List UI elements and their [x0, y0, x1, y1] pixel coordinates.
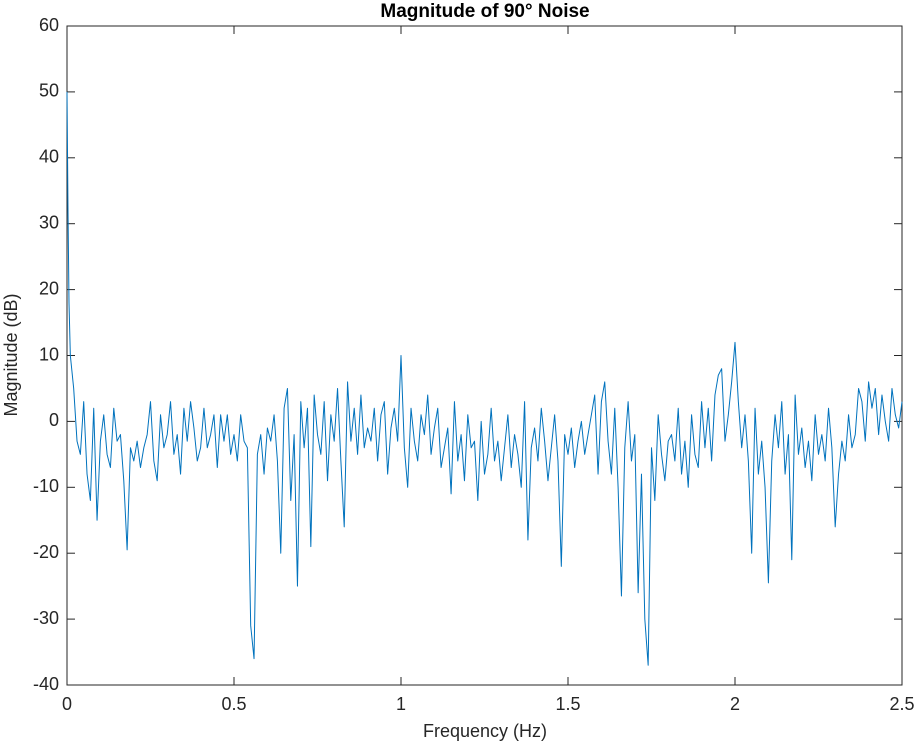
- y-tick-label: 20: [39, 278, 59, 298]
- x-tick-label: 0.5: [221, 694, 246, 714]
- x-tick-label: 2.5: [889, 694, 914, 714]
- y-tick-label: 60: [39, 15, 59, 35]
- chart-title: Magnitude of 90° Noise: [380, 1, 589, 22]
- y-tick-label: -20: [33, 542, 59, 562]
- data-line: [66, 91, 903, 666]
- y-tick-label: -10: [33, 476, 59, 496]
- y-tick-label: 10: [39, 344, 59, 364]
- x-tick-label: 2: [730, 694, 740, 714]
- x-axis-label: Frequency (Hz): [423, 721, 547, 741]
- axes-box: [66, 25, 903, 686]
- y-axis-label: Magnitude (dB): [1, 293, 21, 416]
- y-tick-label: 0: [49, 410, 59, 430]
- y-tick-label: 50: [39, 81, 59, 101]
- y-tick-label: -40: [33, 674, 59, 694]
- x-tick-label: 1: [396, 694, 406, 714]
- x-tick-label: 1.5: [555, 694, 580, 714]
- y-tick-label: 30: [39, 212, 59, 232]
- y-tick-label: -30: [33, 608, 59, 628]
- x-tick-label: 0: [62, 694, 72, 714]
- y-tick-label: 40: [39, 147, 59, 167]
